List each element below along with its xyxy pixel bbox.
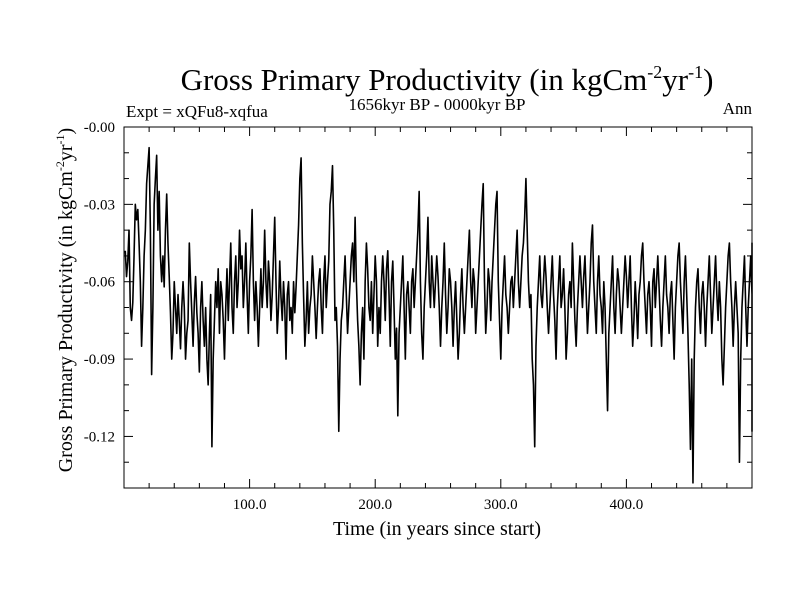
x-tick-label: 200.0 xyxy=(358,497,392,513)
chart-title: Gross Primary Productivity (in kgCm-2yr-… xyxy=(181,62,714,97)
chart-subtitle: 1656kyr BP - 0000kyr BP xyxy=(349,95,526,114)
season-label: Ann xyxy=(723,99,753,118)
experiment-label: Expt = xQFu8-xqfua xyxy=(126,102,268,121)
plot-frame xyxy=(123,126,753,489)
y-tick-label: -0.00 xyxy=(84,120,115,136)
y-axis-label-main: Gross Primary Productivity (in kgCm xyxy=(55,171,77,473)
y-tick-label: -0.09 xyxy=(84,352,115,368)
x-tick-label: 300.0 xyxy=(484,497,518,513)
y-tick-label: -0.12 xyxy=(84,429,115,445)
y-axis-label-end: ) xyxy=(55,128,77,135)
x-tick-label: 400.0 xyxy=(610,497,644,513)
y-axis-label-mid: yr xyxy=(55,144,77,161)
chart-title-sup1: -2 xyxy=(647,62,662,82)
x-ticks: 100.0 200.0 300.0 400.0 xyxy=(148,127,728,513)
y-axis-label: Gross Primary Productivity (in kgCm-2yr-… xyxy=(53,128,77,472)
y-tick-label: -0.06 xyxy=(84,275,116,291)
chart-title-end: ) xyxy=(703,62,713,97)
x-axis-label: Time (in years since start) xyxy=(333,518,541,540)
y-ticks: -0.00 -0.03 -0.06 -0.09 -0.12 xyxy=(84,120,752,463)
chart-title-sup2: -1 xyxy=(688,62,703,82)
chart-title-mid: yr xyxy=(662,62,689,97)
y-axis-label-sup2: -1 xyxy=(53,134,67,144)
y-tick-label: -0.03 xyxy=(84,197,115,213)
chart-title-main: Gross Primary Productivity (in kgCm xyxy=(181,62,648,97)
series-line-gpp xyxy=(124,146,753,484)
x-tick-label: 100.0 xyxy=(233,497,267,513)
y-axis-label-sup1: -2 xyxy=(53,161,67,171)
